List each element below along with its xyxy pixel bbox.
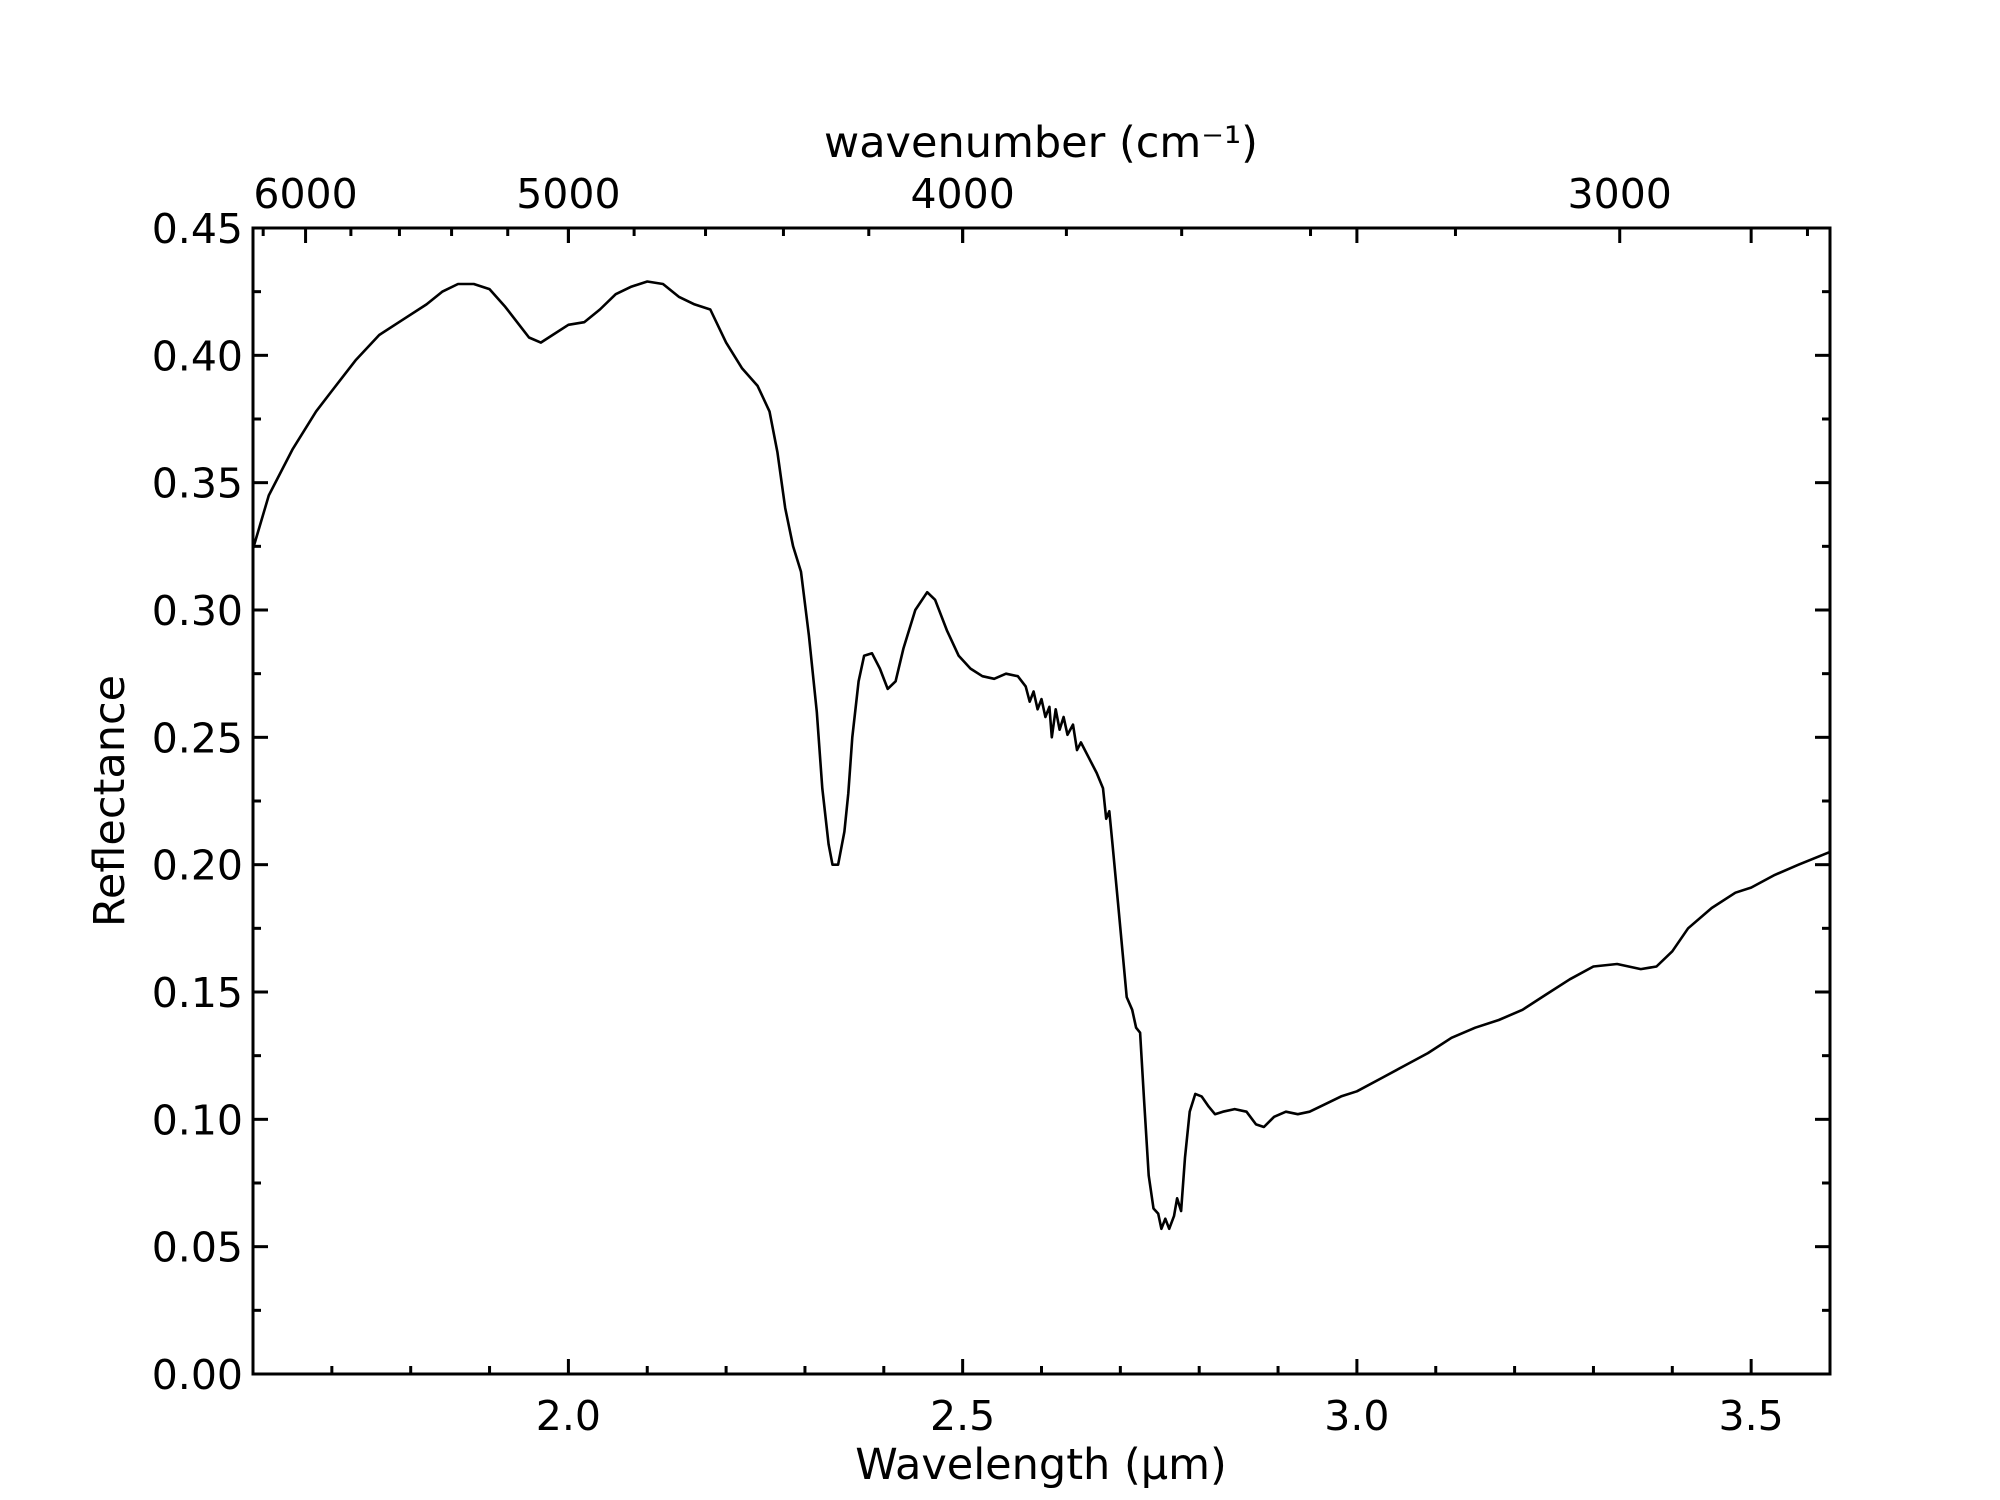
wavenumber-tick-label: 5000 (516, 170, 620, 218)
wavenumber-tick-label: 3000 (1568, 170, 1672, 218)
y-axis-title: Reflectance (85, 675, 135, 927)
y-tick-label: 0.00 (152, 1351, 243, 1399)
y-tick-label: 0.20 (152, 842, 243, 890)
y-tick-label: 0.35 (152, 460, 243, 508)
plot-frame (251, 226, 1832, 1376)
y-tick-label: 0.10 (152, 1096, 243, 1144)
y-tick-label: 0.15 (152, 969, 243, 1017)
x-tick-label: 2.5 (930, 1392, 995, 1440)
x-tick-label: 2.0 (536, 1392, 601, 1440)
x-axis-title: Wavelength (μm) (855, 1440, 1227, 1490)
wavenumber-tick-label: 4000 (910, 170, 1014, 218)
x-tick-label: 3.5 (1719, 1392, 1784, 1440)
y-tick-label: 0.40 (152, 332, 243, 380)
x-tick-label: 3.0 (1324, 1392, 1389, 1440)
top-axis-title: wavenumber (cm⁻¹) (824, 118, 1258, 168)
spectrum-line (251, 280, 1831, 1231)
y-tick-label: 0.25 (152, 714, 243, 762)
y-tick-label: 0.45 (152, 205, 243, 253)
y-tick-label: 0.05 (152, 1224, 243, 1272)
tick-labels-layer: 2.0 2.5 3.0 3.5 0.00 0.05 0.10 0.15 0.20 0.25 0.30… (152, 170, 1784, 1440)
y-tick-label: 0.30 (152, 587, 243, 635)
ticks-layer (251, 226, 1832, 1376)
wavenumber-tick-label: 6000 (253, 170, 357, 218)
